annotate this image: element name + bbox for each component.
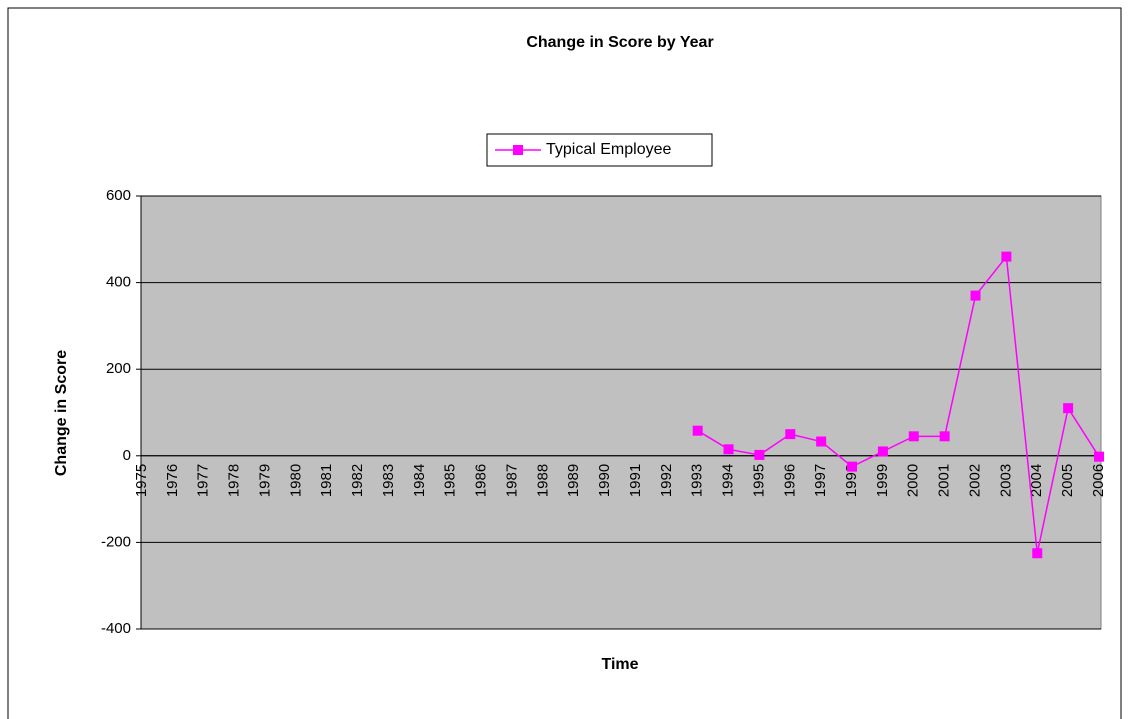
x-tick-label: 2004	[1028, 464, 1045, 497]
x-tick-label: 1976	[164, 464, 181, 497]
x-tick-label: 1975	[133, 464, 150, 497]
x-tick-label: 1985	[442, 464, 459, 497]
x-tick-label: 2002	[966, 464, 983, 497]
x-tick-label: 1997	[812, 464, 829, 497]
x-tick-label: 1988	[534, 464, 551, 497]
x-tick-label: 1979	[256, 464, 273, 497]
series-line	[697, 254, 1100, 554]
x-tick-label: 1983	[380, 464, 397, 497]
x-axis-label: Time	[601, 656, 638, 673]
x-tick-label: 1990	[596, 464, 613, 497]
legend-label: Typical Employee	[546, 141, 671, 158]
x-tick-label: 1998	[843, 464, 860, 497]
x-tick-label: 1977	[195, 464, 212, 497]
data-point	[877, 446, 888, 457]
data-point	[692, 425, 703, 436]
y-tick-label: 600	[106, 187, 131, 204]
x-tick-label: 1987	[503, 464, 520, 497]
chart-title: Change in Score by Year	[526, 34, 713, 51]
plot-area	[140, 195, 1102, 630]
x-tick-label: 1991	[627, 464, 644, 497]
x-tick-label: 1995	[750, 464, 767, 497]
x-tick-label: 1999	[874, 464, 891, 497]
x-tick-label: 2000	[905, 464, 922, 497]
data-point	[939, 431, 950, 442]
x-tick-label: 2003	[997, 464, 1014, 497]
x-tick-label: 1989	[565, 464, 582, 497]
data-point	[754, 449, 765, 460]
x-tick-label: 1980	[287, 464, 304, 497]
x-tick-label: 1981	[318, 464, 335, 497]
x-tick-label: 1982	[349, 464, 366, 497]
data-point	[908, 431, 919, 442]
y-tick-label: -200	[101, 533, 131, 550]
y-tick-label: 400	[106, 274, 131, 291]
x-tick-label: 1994	[720, 464, 737, 497]
x-tick-label: 1996	[781, 464, 798, 497]
data-point	[1063, 403, 1074, 414]
data-point	[1094, 451, 1104, 462]
x-tick-label: 1978	[226, 464, 243, 497]
x-tick-label: 2006	[1090, 464, 1107, 497]
y-axis-label: Change in Score	[53, 350, 70, 476]
data-point	[1032, 548, 1043, 559]
legend-marker	[513, 145, 523, 155]
x-tick-label: 1986	[473, 464, 490, 497]
data-point	[847, 461, 858, 472]
data-point	[816, 436, 827, 447]
x-tick-label: 1992	[658, 464, 675, 497]
x-tick-label: 2005	[1059, 464, 1076, 497]
data-point	[723, 444, 734, 455]
y-tick-label: 200	[106, 360, 131, 377]
x-tick-label: 1993	[689, 464, 706, 497]
data-point	[1001, 251, 1012, 262]
y-tick-label: -400	[101, 620, 131, 637]
x-tick-label: 1984	[411, 464, 428, 497]
data-point	[970, 290, 981, 301]
x-tick-label: 2001	[936, 464, 953, 497]
data-point	[785, 429, 796, 440]
y-tick-label: 0	[123, 447, 131, 464]
